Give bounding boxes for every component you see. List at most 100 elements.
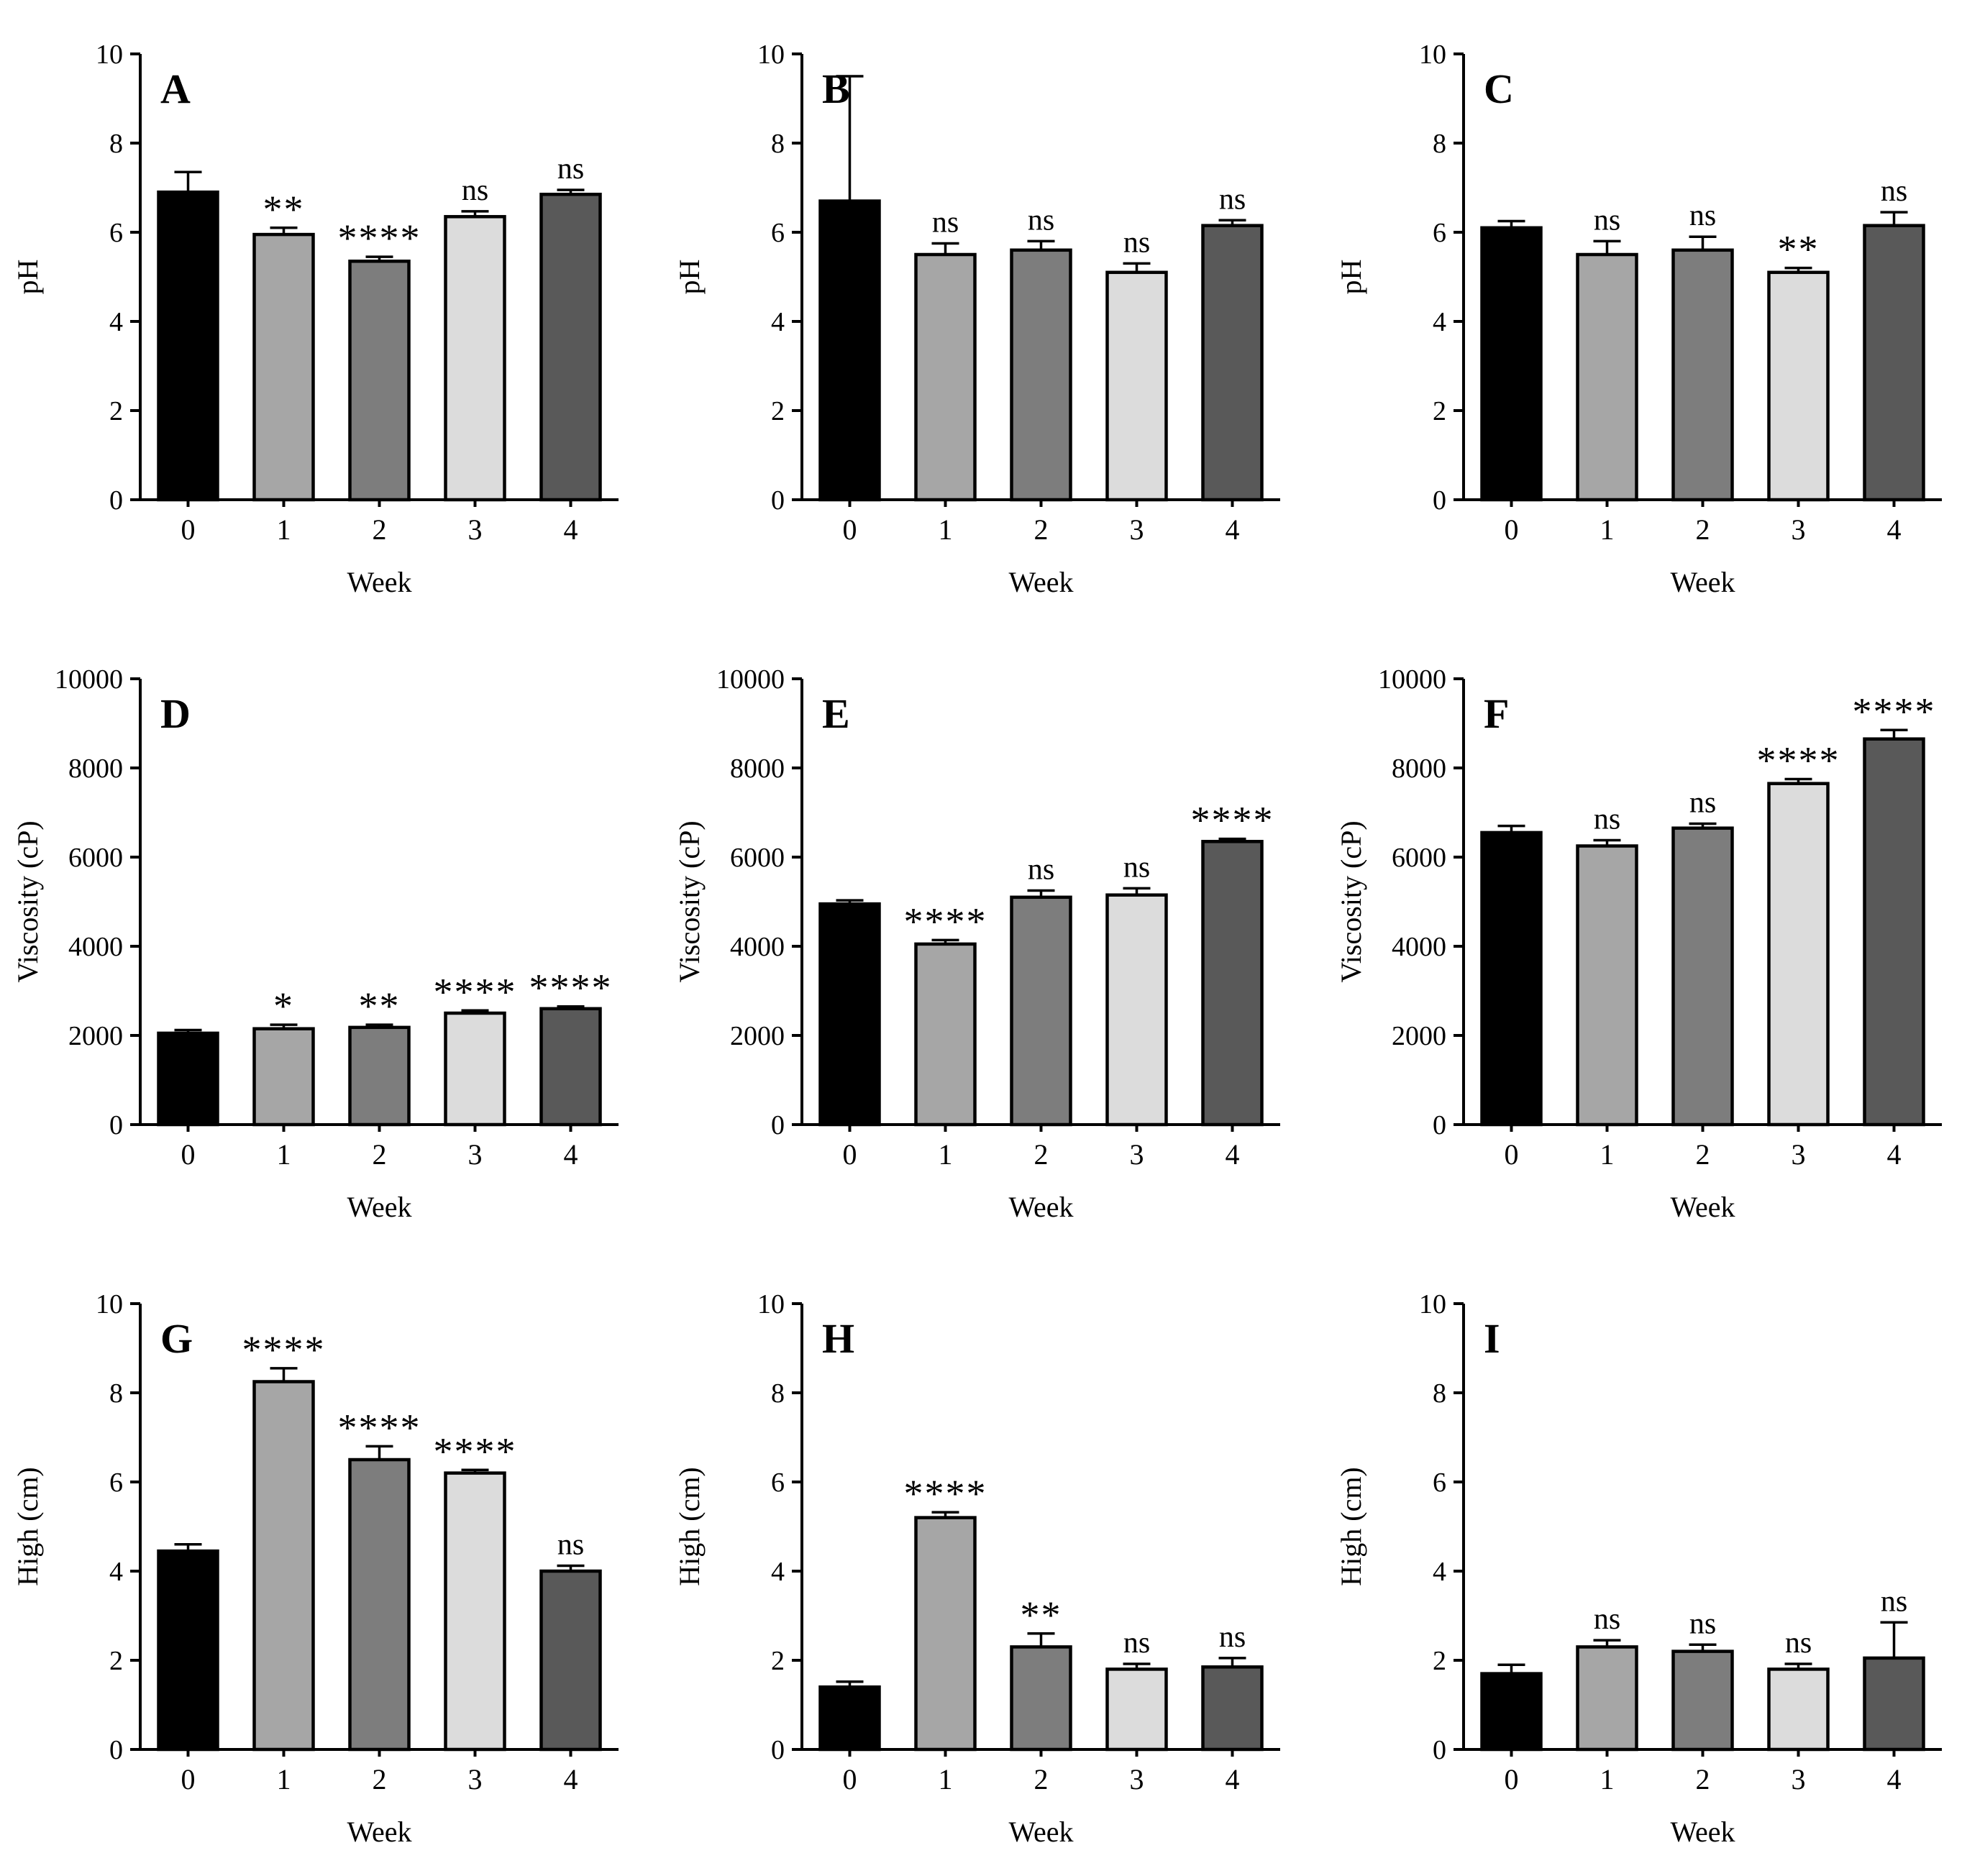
x-tick-label: 4 [564, 1763, 578, 1795]
x-tick-label: 3 [468, 513, 483, 546]
y-tick-label: 0 [771, 485, 785, 516]
panel-letter: C [1484, 65, 1514, 112]
y-tick-label: 0 [109, 1110, 123, 1140]
y-tick-label: 2000 [68, 1021, 123, 1051]
y-tick-label: 4 [771, 1557, 785, 1587]
panel-letter: B [822, 65, 850, 112]
significance-annotation: **** [434, 970, 517, 1013]
y-tick-label: 4 [1433, 1557, 1446, 1587]
y-tick-label: 4 [109, 1557, 123, 1587]
significance-annotation: ns [1785, 1626, 1812, 1660]
bar-week-1 [1576, 1645, 1638, 1752]
y-tick-label: 6 [109, 1468, 123, 1498]
y-tick-label: 8000 [68, 754, 123, 784]
significance-annotation: **** [434, 1429, 517, 1473]
y-tick-label: 2 [771, 1646, 785, 1676]
x-tick-label: 1 [1600, 1138, 1615, 1171]
y-tick-label: 8 [1433, 129, 1446, 159]
x-axis-title: Week [1008, 566, 1073, 598]
x-tick-label: 3 [1792, 513, 1806, 546]
y-axis-title: Viscosity (cP) [673, 820, 706, 982]
y-tick-label: 0 [1433, 1735, 1446, 1765]
x-tick-label: 4 [564, 1138, 578, 1171]
panel-A-chart: 0 2 4 6 8 10 pH A 0 ** 1 **** 2 ns 3 ns 4 Week [12, 40, 619, 598]
y-tick-label: 6 [109, 218, 123, 248]
significance-annotation: * [273, 984, 294, 1028]
bar-week-4 [1863, 224, 1925, 502]
bar-week-1 [252, 232, 315, 502]
panel-H: 0 2 4 6 8 10 High (cm) H 0 **** 1 ** 2 ns 3 ns 4 Week [662, 1250, 1323, 1875]
x-tick-label: 0 [843, 513, 857, 546]
significance-annotation: **** [904, 1472, 987, 1515]
x-axis-title: Week [1670, 566, 1735, 598]
significance-annotation: ns [1881, 175, 1907, 208]
x-tick-label: 0 [181, 513, 196, 546]
x-axis-title: Week [1008, 1191, 1073, 1223]
x-tick-label: 2 [1696, 1763, 1710, 1795]
x-tick-label: 3 [1130, 1138, 1144, 1171]
y-tick-label: 8000 [1392, 754, 1446, 784]
bar-week-1 [914, 942, 977, 1127]
x-tick-label: 0 [843, 1763, 857, 1795]
y-axis-title: High (cm) [12, 1467, 44, 1586]
y-tick-label: 10 [757, 40, 785, 70]
x-axis-title: Week [347, 1816, 411, 1848]
bar-week-2 [1010, 895, 1072, 1127]
x-tick-label: 1 [277, 1763, 291, 1795]
y-tick-label: 10 [1419, 1289, 1446, 1319]
y-tick-label: 10000 [55, 664, 123, 695]
bar-week-3 [444, 1471, 506, 1752]
y-tick-label: 4000 [730, 932, 785, 962]
bar-week-4 [539, 1007, 602, 1127]
x-tick-label: 0 [1505, 513, 1519, 546]
x-tick-label: 0 [181, 1763, 196, 1795]
significance-annotation: ns [1689, 199, 1716, 232]
y-tick-label: 10000 [716, 664, 785, 695]
significance-annotation: ns [1028, 854, 1054, 887]
y-tick-label: 8 [1433, 1378, 1446, 1409]
x-tick-label: 4 [1887, 513, 1902, 546]
bar-week-0 [818, 902, 881, 1127]
y-tick-label: 8 [771, 129, 785, 159]
x-tick-label: 4 [1226, 513, 1240, 546]
significance-annotation: ** [359, 984, 401, 1028]
y-tick-label: 2000 [730, 1021, 785, 1051]
bar-week-3 [1105, 893, 1168, 1127]
panel-E-chart: 0 2000 4000 6000 8000 10000 Viscosity (cP) E 0 **… [673, 664, 1280, 1223]
x-tick-label: 4 [564, 513, 578, 546]
bar-week-1 [1576, 252, 1638, 502]
x-tick-label: 0 [843, 1138, 857, 1171]
significance-annotation: ns [557, 1529, 584, 1562]
bar-week-2 [1010, 1645, 1072, 1752]
panel-letter: H [822, 1315, 854, 1362]
significance-annotation: ns [1594, 1603, 1620, 1636]
y-tick-label: 8 [109, 129, 123, 159]
panel-C-chart: 0 2 4 6 8 10 pH C 0 ns 1 ns 2 ** 3 ns 4 Week [1335, 40, 1942, 598]
x-tick-label: 1 [939, 513, 953, 546]
y-tick-label: 8000 [730, 754, 785, 784]
bar-week-3 [1767, 1667, 1830, 1752]
bar-week-1 [1576, 844, 1638, 1127]
bar-week-0 [818, 199, 881, 502]
bar-week-3 [1105, 1667, 1168, 1752]
panel-A: 0 2 4 6 8 10 pH A 0 ** 1 **** 2 ns 3 ns 4 Week [0, 0, 662, 625]
bar-week-0 [1480, 226, 1543, 502]
significance-annotation: **** [529, 966, 613, 1010]
panel-letter: D [160, 690, 191, 737]
bar-week-0 [1480, 831, 1543, 1127]
significance-annotation: **** [338, 1406, 421, 1449]
significance-annotation: ns [932, 206, 959, 239]
bar-week-3 [444, 215, 506, 502]
y-tick-label: 4000 [1392, 932, 1446, 962]
panel-G: 0 2 4 6 8 10 High (cm) G 0 **** 1 **** 2 **** 3 ns 4 Week [0, 1250, 662, 1875]
panel-C: 0 2 4 6 8 10 pH C 0 ns 1 ns 2 ** 3 ns 4 Week [1323, 0, 1985, 625]
x-tick-label: 1 [939, 1763, 953, 1795]
significance-annotation: **** [242, 1328, 326, 1371]
y-tick-label: 6000 [730, 843, 785, 873]
x-tick-label: 3 [468, 1763, 483, 1795]
bar-week-3 [1767, 270, 1830, 502]
x-tick-label: 1 [277, 1138, 291, 1171]
bar-week-0 [1480, 1672, 1543, 1752]
bar-week-2 [348, 1025, 411, 1127]
